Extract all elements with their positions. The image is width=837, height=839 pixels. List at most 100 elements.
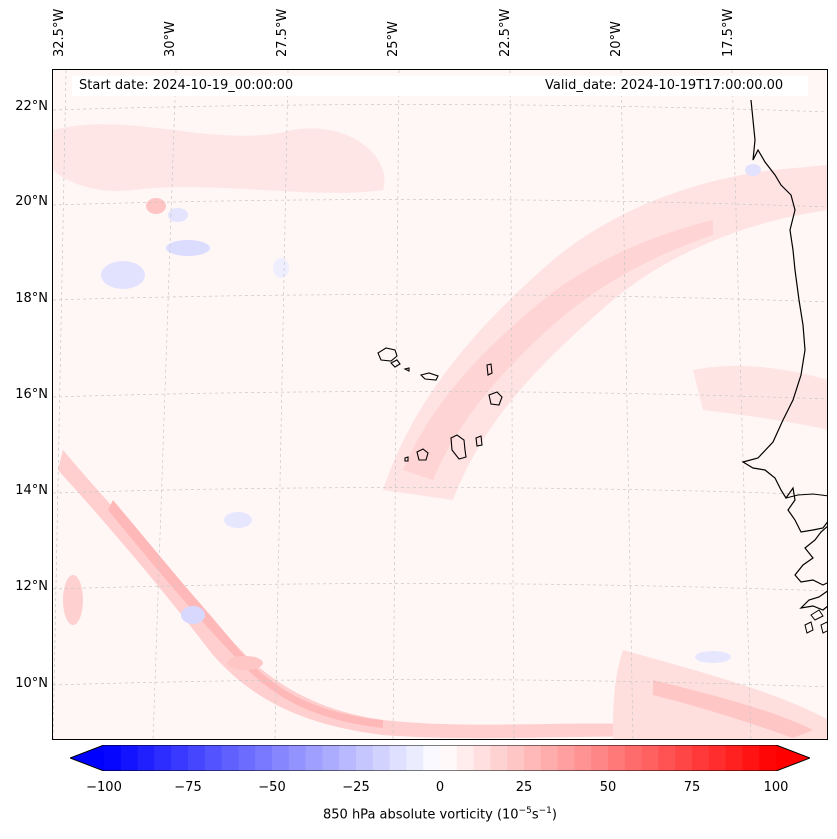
colorbar-tick-100: 100: [763, 780, 789, 795]
lat-label-20n: 20°N: [15, 194, 48, 209]
colorbar-tick-neg25: −25: [342, 780, 370, 795]
colorbar-cell: [759, 745, 777, 771]
vorticity-band-central-inner: [403, 220, 713, 480]
negative-vorticity-patch-1: [101, 261, 145, 289]
start-date-label: Start date: 2024-10-19_00:00:00: [79, 78, 294, 93]
lon-label-22-5w: 22.5°W: [498, 8, 513, 57]
meridian-30w: [152, 70, 177, 739]
parallel-20n: [53, 199, 827, 208]
island-maio: [475, 435, 483, 447]
lat-label-14n: 14°N: [15, 483, 48, 498]
negative-vorticity-patch-5: [181, 606, 205, 624]
island-santiago: [450, 434, 467, 460]
colorbar-cell: [692, 745, 710, 771]
colorbar-cell: [423, 745, 441, 771]
colorbar-cell: [288, 745, 307, 771]
colorbar-cell: [406, 745, 424, 771]
lat-label-18n: 18°N: [15, 291, 48, 306]
colorbar-cell: [658, 745, 676, 771]
colorbar-cell: [641, 745, 659, 771]
colorbar-cell: [322, 745, 340, 771]
colorbar-cell: [557, 745, 575, 771]
colorbar-tick-75: 75: [683, 780, 701, 795]
meridian-27-5w: [274, 70, 289, 739]
lat-label-16n: 16°N: [15, 387, 48, 402]
island-santo-antao: [377, 347, 398, 362]
colorbar-tick-neg75: −75: [174, 780, 202, 795]
colorbar-cell: [675, 745, 693, 771]
colorbar-cell: [490, 745, 508, 771]
colorbar-tick-25: 25: [515, 780, 533, 795]
colorbar-tick-neg100: −100: [86, 780, 122, 795]
colorbar-cell: [624, 745, 643, 771]
colorbar-cell: [154, 745, 172, 771]
island-boa-vista: [488, 391, 503, 406]
parallel-22n: [53, 104, 827, 113]
negative-vorticity-patch-8: [273, 258, 289, 278]
lat-label-22n: 22°N: [15, 99, 48, 114]
colorbar-cell: [188, 745, 206, 771]
colorbar-tick-50: 50: [599, 780, 617, 795]
colorbar-extend-min: [70, 745, 104, 771]
colorbar-cells: [70, 745, 810, 771]
colorbar-cell: [255, 745, 273, 771]
graticule: [53, 70, 827, 739]
colorbar-extend-max: [776, 745, 810, 771]
negative-vorticity-patch-7: [695, 651, 731, 663]
colorbar-cell: [725, 745, 743, 771]
colorbar-cell: [473, 745, 491, 771]
island-fogo: [416, 448, 429, 461]
colorbar-cell: [356, 745, 374, 771]
vorticity-band-east-coast: [693, 365, 827, 430]
colorbar-label-unit: s: [531, 807, 539, 823]
vorticity-band-southwest-streak: [58, 450, 653, 739]
island-brava: [404, 456, 409, 462]
guinea-bissau-coast: [799, 590, 827, 611]
lon-label-30w: 30°W: [163, 21, 178, 57]
positive-vorticity-spot-1: [146, 198, 166, 214]
colorbar-cell: [238, 745, 256, 771]
vorticity-band-northwest: [53, 124, 385, 193]
colorbar-cell: [742, 745, 760, 771]
west-africa-coastline: [741, 99, 827, 533]
negative-vorticity-patch-3: [168, 208, 188, 222]
negative-vorticity-patch-6: [745, 164, 761, 176]
cabo-verde-islands: [377, 347, 503, 462]
colorbar-cell: [171, 745, 189, 771]
gambia-inlet: [785, 493, 827, 499]
parallel-18n: [53, 294, 827, 303]
colorbar-cell: [137, 745, 155, 771]
colorbar-cell: [204, 745, 223, 771]
map-canvas: [53, 70, 827, 739]
vorticity-map: [52, 69, 828, 740]
colorbar-cell: [120, 745, 139, 771]
colorbar-cell: [389, 745, 407, 771]
colorbar-cell: [574, 745, 592, 771]
colorbar-cell: [339, 745, 357, 771]
positive-vorticity-spot-3: [63, 575, 83, 625]
colorbar-label: 850 hPa absolute vorticity (10−5s−1): [0, 806, 837, 822]
colorbar-label-text: 850 hPa absolute vorticity (10: [323, 807, 519, 823]
colorbar: [70, 745, 810, 771]
colorbar-tick-0: 0: [435, 780, 445, 795]
colorbar-cell: [221, 745, 239, 771]
colorbar-cell: [104, 745, 122, 771]
colorbar-cell: [540, 745, 559, 771]
colorbar-cell: [524, 745, 542, 771]
colorbar-cell: [591, 745, 609, 771]
lat-label-10n: 10°N: [15, 676, 48, 691]
meridian-17-5w: [731, 70, 752, 739]
meridian-22-5w: [509, 70, 515, 739]
colorbar-cell: [507, 745, 525, 771]
meridian-25w: [392, 70, 400, 739]
colorbar-cell: [608, 745, 626, 771]
colorbar-cell: [708, 745, 727, 771]
colorbar-cell: [305, 745, 323, 771]
lat-label-12n: 12°N: [15, 579, 48, 594]
negative-vorticity-patch-4: [224, 512, 252, 528]
positive-vorticity-spot-2: [227, 656, 263, 670]
colorbar-cell: [372, 745, 391, 771]
colorbar-cell: [440, 745, 458, 771]
colorbar-cell: [456, 745, 475, 771]
island-santa-luzia: [403, 367, 410, 372]
